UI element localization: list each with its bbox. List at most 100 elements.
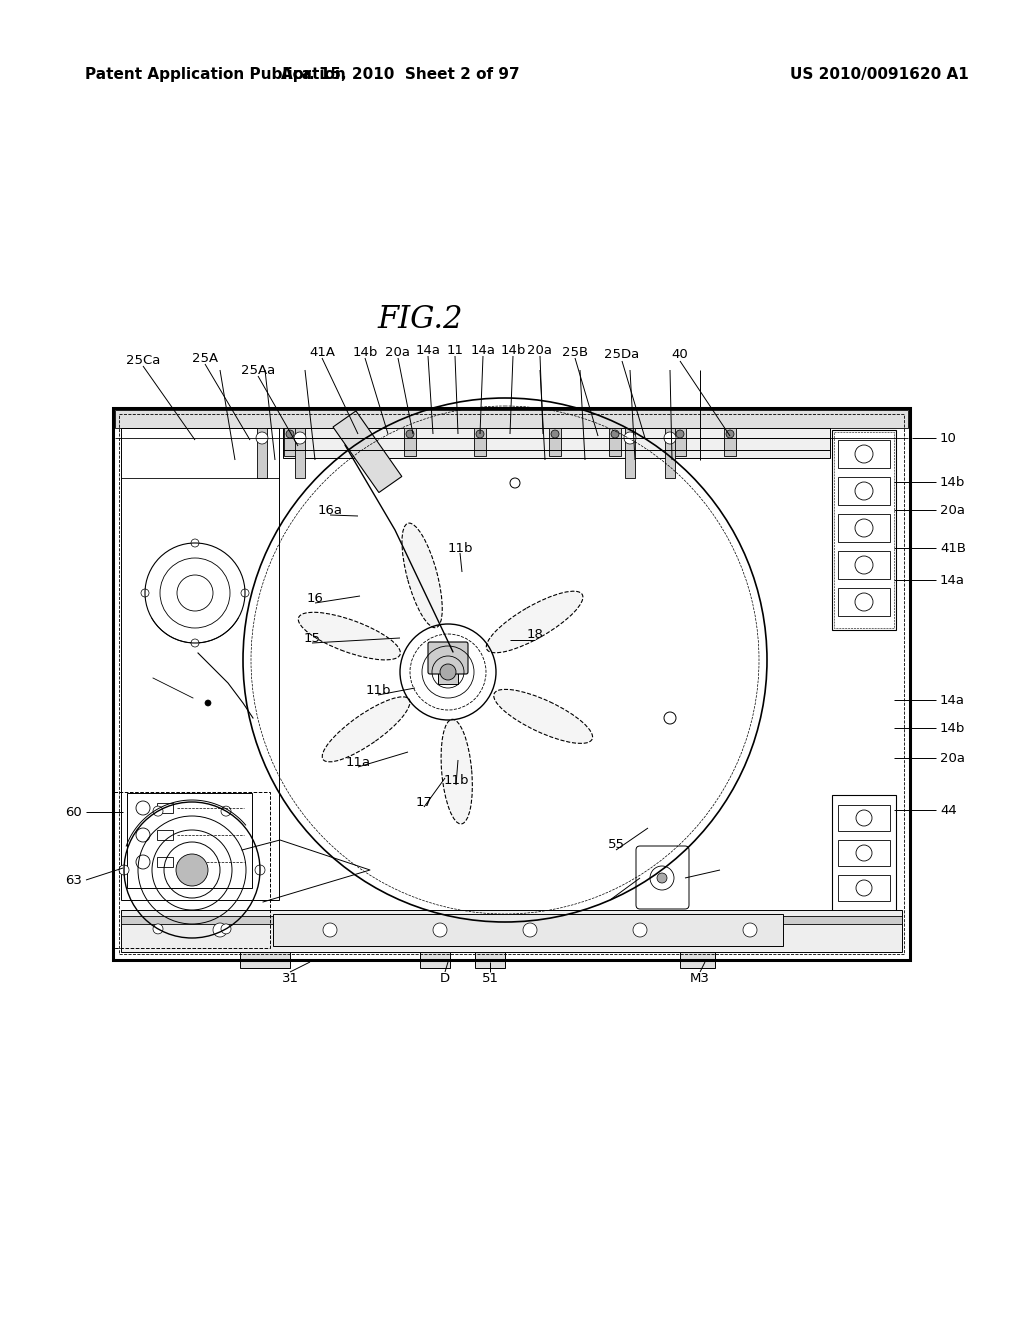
Text: 51: 51 bbox=[481, 972, 499, 985]
Text: 25Aa: 25Aa bbox=[241, 363, 275, 376]
Bar bbox=[284, 428, 296, 455]
Bar bbox=[283, 428, 830, 458]
Bar bbox=[273, 913, 783, 946]
Text: 14a: 14a bbox=[470, 343, 496, 356]
Circle shape bbox=[624, 432, 636, 444]
Circle shape bbox=[256, 432, 268, 444]
Circle shape bbox=[551, 430, 559, 438]
Bar bbox=[420, 952, 450, 968]
Text: 10: 10 bbox=[940, 432, 956, 445]
Bar bbox=[838, 875, 890, 902]
Bar bbox=[354, 428, 366, 455]
Bar bbox=[121, 916, 902, 924]
Bar bbox=[114, 792, 270, 948]
Text: 16: 16 bbox=[306, 591, 324, 605]
Text: 25B: 25B bbox=[562, 346, 588, 359]
Text: 20a: 20a bbox=[385, 346, 411, 359]
Bar bbox=[333, 411, 401, 492]
Text: 11b: 11b bbox=[443, 774, 469, 787]
Bar bbox=[838, 587, 890, 616]
Text: US 2010/0091620 A1: US 2010/0091620 A1 bbox=[790, 67, 969, 82]
Bar bbox=[475, 952, 505, 968]
Text: 16a: 16a bbox=[317, 503, 342, 516]
Bar bbox=[665, 428, 675, 478]
Ellipse shape bbox=[441, 719, 472, 824]
Ellipse shape bbox=[494, 689, 593, 743]
Ellipse shape bbox=[323, 697, 410, 762]
Circle shape bbox=[221, 924, 231, 933]
Text: 14a: 14a bbox=[416, 343, 440, 356]
Text: FIG.2: FIG.2 bbox=[377, 305, 463, 335]
Bar bbox=[609, 428, 621, 455]
Text: 14b: 14b bbox=[940, 475, 966, 488]
Text: 14a: 14a bbox=[940, 693, 965, 706]
Circle shape bbox=[141, 589, 150, 597]
Circle shape bbox=[440, 664, 456, 680]
Circle shape bbox=[286, 430, 294, 438]
Circle shape bbox=[119, 865, 129, 875]
Text: 40: 40 bbox=[672, 348, 688, 362]
Circle shape bbox=[611, 430, 618, 438]
Circle shape bbox=[241, 589, 249, 597]
Text: 31: 31 bbox=[282, 972, 299, 985]
Bar bbox=[549, 428, 561, 455]
Bar bbox=[121, 909, 902, 952]
Text: 11b: 11b bbox=[366, 684, 391, 697]
Bar bbox=[295, 428, 305, 478]
Bar bbox=[625, 428, 635, 478]
Bar bbox=[838, 440, 890, 469]
Text: 11a: 11a bbox=[345, 755, 371, 768]
Text: 44: 44 bbox=[940, 804, 956, 817]
Circle shape bbox=[221, 807, 231, 816]
Bar bbox=[404, 428, 416, 455]
Bar bbox=[674, 428, 686, 455]
Circle shape bbox=[255, 865, 265, 875]
Bar bbox=[438, 660, 458, 684]
Text: 14b: 14b bbox=[940, 722, 966, 734]
Text: 25Ca: 25Ca bbox=[126, 354, 160, 367]
Circle shape bbox=[406, 430, 414, 438]
Bar bbox=[680, 952, 715, 968]
Circle shape bbox=[294, 432, 306, 444]
Ellipse shape bbox=[486, 591, 583, 653]
Bar bbox=[113, 408, 910, 960]
Bar bbox=[831, 430, 896, 630]
Ellipse shape bbox=[402, 523, 442, 628]
Circle shape bbox=[743, 923, 757, 937]
Bar bbox=[157, 803, 173, 813]
Circle shape bbox=[633, 923, 647, 937]
Text: 14b: 14b bbox=[501, 343, 525, 356]
Text: 41A: 41A bbox=[309, 346, 335, 359]
Text: D: D bbox=[440, 972, 451, 985]
Text: 17: 17 bbox=[416, 796, 432, 808]
Text: Apr. 15, 2010  Sheet 2 of 97: Apr. 15, 2010 Sheet 2 of 97 bbox=[281, 67, 519, 82]
Text: Patent Application Publication: Patent Application Publication bbox=[85, 67, 346, 82]
Bar bbox=[838, 909, 890, 936]
Bar bbox=[240, 952, 290, 968]
Text: 55: 55 bbox=[607, 838, 625, 851]
Bar bbox=[115, 411, 908, 428]
Circle shape bbox=[523, 923, 537, 937]
Bar bbox=[119, 414, 904, 954]
FancyBboxPatch shape bbox=[428, 642, 468, 675]
Bar bbox=[157, 830, 173, 840]
Bar bbox=[834, 432, 894, 628]
Circle shape bbox=[191, 639, 199, 647]
Text: 25Da: 25Da bbox=[604, 348, 640, 362]
Bar bbox=[121, 428, 279, 900]
Circle shape bbox=[191, 539, 199, 546]
Circle shape bbox=[153, 807, 163, 816]
Bar bbox=[838, 513, 890, 543]
Text: 18: 18 bbox=[526, 628, 544, 642]
Text: 20a: 20a bbox=[527, 343, 553, 356]
Bar bbox=[838, 477, 890, 506]
Text: M3: M3 bbox=[690, 972, 710, 985]
Text: 20a: 20a bbox=[940, 751, 965, 764]
Text: 14a: 14a bbox=[940, 573, 965, 586]
Circle shape bbox=[476, 430, 484, 438]
Text: 11b: 11b bbox=[447, 541, 473, 554]
Bar bbox=[831, 795, 896, 950]
Circle shape bbox=[433, 923, 447, 937]
Bar bbox=[838, 840, 890, 866]
Circle shape bbox=[726, 430, 734, 438]
